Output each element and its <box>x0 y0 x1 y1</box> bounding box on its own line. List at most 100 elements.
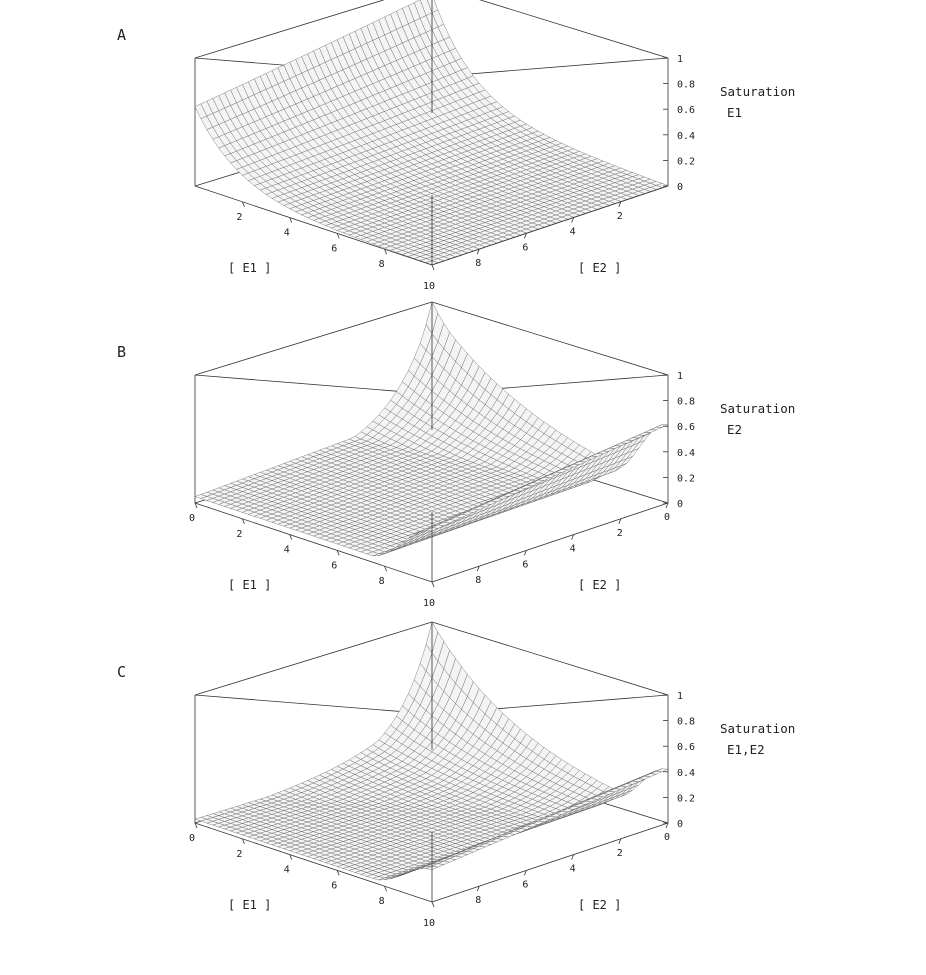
x-tick-label: 2 <box>236 529 242 540</box>
y-tick-mark <box>665 822 669 829</box>
z-tick-label: 1 <box>677 371 683 382</box>
z-tick-label: 0.2 <box>677 793 695 804</box>
y-tick-label: 0 <box>664 512 670 523</box>
x-tick-label: 6 <box>331 560 337 571</box>
y-tick-mark <box>618 518 622 524</box>
z-tick-label: 0.4 <box>677 448 695 459</box>
y-tick-label: 8 <box>475 575 481 586</box>
panel-letter: A <box>117 26 126 44</box>
box-edge <box>431 185 669 266</box>
box-edge <box>194 694 433 715</box>
surface-mesh <box>194 0 669 265</box>
surface-mesh <box>194 621 669 881</box>
x-axis-label: [ E1 ] <box>228 578 271 592</box>
x-tick-label: 6 <box>331 880 337 891</box>
z-tick-label: 0.8 <box>677 80 695 91</box>
y-tick-label: 0 <box>664 832 670 843</box>
box-edge <box>194 502 433 583</box>
box-edge <box>194 301 433 376</box>
z-axis-label: Saturation <box>720 721 795 736</box>
z-tick-label: 0.4 <box>677 768 695 779</box>
x-tick-label: 8 <box>379 576 385 587</box>
x-tick-label: 2 <box>236 212 242 223</box>
x-tick-label: 4 <box>284 545 290 556</box>
y-tick-mark <box>571 217 574 223</box>
box-edge <box>194 185 433 266</box>
z-tick-label: 1 <box>677 691 683 702</box>
x-tick-mark <box>431 264 435 271</box>
x-tick-label: 2 <box>236 849 242 860</box>
y-tick-mark <box>665 502 669 509</box>
x-tick-mark <box>384 886 387 892</box>
x-tick-mark <box>384 566 387 572</box>
x-tick-mark <box>336 870 340 876</box>
z-tick-label: 0 <box>677 182 683 193</box>
x-tick-mark <box>289 534 293 540</box>
x-tick-label: 6 <box>331 243 337 254</box>
x-tick-label: 8 <box>379 896 385 907</box>
y-tick-label: 2 <box>617 528 623 539</box>
z-axis-label: Saturation <box>720 84 795 99</box>
box-edge <box>479 0 669 59</box>
box-edge <box>194 374 433 395</box>
y-tick-mark <box>524 233 527 239</box>
x-tick-label: 10 <box>423 281 435 292</box>
box-edge <box>431 301 669 376</box>
x-tick-mark <box>194 502 198 509</box>
x-tick-mark <box>194 822 198 829</box>
box-edge <box>194 0 385 59</box>
y-tick-label: 4 <box>570 227 576 238</box>
y-tick-mark <box>476 886 480 892</box>
box-edge <box>431 621 669 696</box>
y-tick-mark <box>618 838 622 844</box>
y-tick-label: 2 <box>617 211 623 222</box>
y-axis-label: [ E2 ] <box>578 898 621 912</box>
box-edge <box>194 822 433 903</box>
z-tick-label: 0.2 <box>677 156 695 167</box>
z-tick-label: 0.8 <box>677 717 695 728</box>
z-tick-label: 0.2 <box>677 473 695 484</box>
y-tick-label: 8 <box>475 895 481 906</box>
x-tick-mark <box>289 854 293 860</box>
y-tick-label: 6 <box>522 879 528 890</box>
box-edge <box>431 822 669 903</box>
x-tick-mark <box>242 838 245 844</box>
x-axis-label: [ E1 ] <box>228 261 271 275</box>
x-tick-mark <box>336 233 340 239</box>
y-tick-mark <box>524 550 527 556</box>
z-tick-label: 0 <box>677 819 683 830</box>
x-tick-label: 0 <box>189 513 195 524</box>
y-tick-mark <box>571 534 574 540</box>
y-axis-label: [ E2 ] <box>578 261 621 275</box>
x-tick-label: 0 <box>189 833 195 844</box>
y-tick-label: 6 <box>522 559 528 570</box>
y-tick-label: 4 <box>570 864 576 875</box>
panel-letter: B <box>117 343 126 361</box>
z-tick-label: 0.4 <box>677 131 695 142</box>
z-axis-label: E2 <box>727 422 742 437</box>
y-tick-mark <box>524 870 527 876</box>
x-tick-label: 10 <box>423 598 435 609</box>
x-tick-mark <box>384 249 387 255</box>
x-tick-mark <box>431 581 435 588</box>
panel-a: A 1 0.8 0.6 0.4 0.2 0 2 4 6 8 10 2 4 6 8 [ E1 ] [ E2 ] Sat… <box>117 0 795 292</box>
y-axis-label: [ E2 ] <box>578 578 621 592</box>
z-tick-label: 0 <box>677 499 683 510</box>
x-axis-label: [ E1 ] <box>228 898 271 912</box>
x-tick-mark <box>242 518 245 524</box>
y-tick-label: 4 <box>570 544 576 555</box>
y-tick-mark <box>476 249 480 255</box>
x-tick-mark <box>242 201 245 207</box>
panel-letter: C <box>117 663 126 681</box>
z-tick-label: 0.6 <box>677 422 695 433</box>
x-tick-mark <box>336 550 340 556</box>
y-tick-mark <box>476 566 480 572</box>
z-tick-label: 0.6 <box>677 742 695 753</box>
y-tick-mark <box>571 854 574 860</box>
x-tick-label: 10 <box>423 918 435 929</box>
z-axis-label: E1,E2 <box>727 742 765 757</box>
box-edge <box>194 621 433 696</box>
